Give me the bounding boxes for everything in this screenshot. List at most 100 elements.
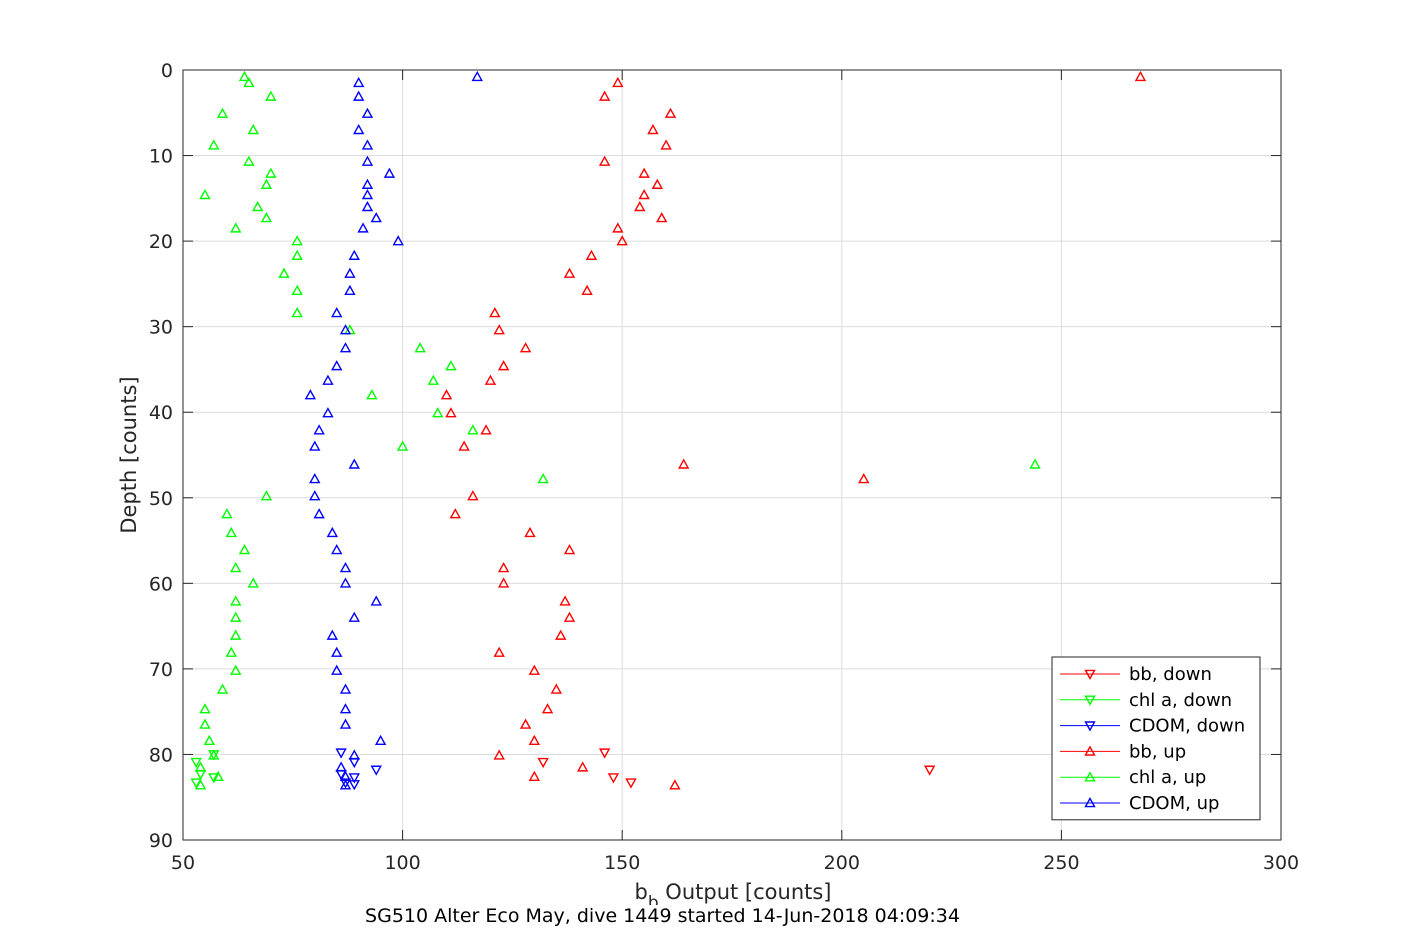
data-point-cdom-up [304,389,317,400]
data-point-bb-up [616,235,628,246]
legend-marker [1084,669,1096,680]
data-point-bb-down [625,778,637,789]
legend-marker [1084,721,1096,732]
data-point-cdom-up [352,90,365,101]
data-point-chl-a-up [291,249,303,260]
data-point-cdom-up [339,703,352,714]
data-point-bb-up [612,222,624,233]
data-point-cdom-up [309,473,321,484]
data-point-cdom-up [331,664,343,675]
x-label-rest: Output [counts] [659,880,832,904]
data-point-chl-a-up [199,188,211,200]
data-point-cdom-up [361,107,374,118]
data-point-chl-a-up [212,770,224,781]
data-point-cdom-up [370,212,382,223]
y-tick-label: 80 [149,744,173,766]
data-point-bb-up [497,561,510,573]
data-point-cdom-up [339,342,352,353]
data-point-bb-up [484,374,497,385]
data-point-cdom-up [352,76,365,88]
data-point-bb-up [598,90,611,101]
data-point-chl-a-up [396,440,409,451]
data-point-bb-down [923,765,936,776]
data-point-cdom-up [309,490,321,501]
data-point-cdom-up [471,70,483,82]
data-point-chl-a-up [238,70,251,82]
data-point-cdom-up [348,458,360,469]
data-point-chl-a-up [278,267,290,278]
data-point-chl-a-up [230,561,242,573]
data-point-chl-a-up [194,779,207,790]
x-tick-label: 200 [824,852,860,874]
data-point-cdom-down [339,778,352,789]
data-point-cdom-up [331,360,343,371]
data-point-cdom-up [326,526,339,538]
x-tick-label: 50 [171,852,195,874]
data-point-chl-a-up [243,155,255,166]
data-point-bb-up [467,490,479,501]
y-tick-label: 60 [149,573,173,595]
data-point-chl-a-up [265,90,277,101]
data-point-chl-a-up [238,544,251,555]
data-point-chl-a-up [221,508,233,519]
data-point-bb-up [598,155,611,166]
data-point-bb-up [563,267,576,278]
data-point-bb-up [576,761,589,772]
data-point-bb-up [528,734,541,746]
data-point-bb-up [445,407,457,418]
y-tick-label: 0 [161,60,173,82]
data-point-bb-up [647,123,659,135]
y-tick-label: 70 [149,659,173,681]
data-point-cdom-up [361,155,374,166]
data-point-bb-up [660,139,672,150]
data-point-bb-up [458,440,470,451]
data-point-cdom-up [361,178,374,189]
data-point-chl-a-down [208,773,220,784]
x-label-subscript: b [648,893,659,905]
data-point-bb-up [497,360,510,371]
data-point-cdom-up [339,324,352,335]
y-axis-label: Depth [counts] [117,376,141,533]
legend-entry-label: bb, down [1129,664,1212,685]
data-point-chl-a-up [1029,458,1041,469]
data-point-cdom-up [339,683,352,694]
data-point-chl-a-up [260,178,273,189]
data-point-bb-up [493,749,505,760]
data-point-bb-up [524,526,536,538]
data-point-chl-a-up [230,629,242,640]
data-point-bb-up [669,779,681,790]
data-point-bb-up [581,284,593,296]
data-point-cdom-up [339,779,352,790]
data-point-bb-up [612,76,624,88]
marks-layer [190,70,1147,791]
data-point-chl-a-up [366,389,378,400]
legend-entry-label: bb, up [1129,741,1186,762]
data-point-bb-up [440,389,453,400]
data-point-bb-up [493,324,505,335]
scatter-chart: 50 100 150 200 250 300 0 10 20 30 40 50 60 70 80 90 bb … [117,60,1299,905]
data-point-bb-up [858,473,870,484]
data-point-cdom-up [361,188,374,200]
data-point-chl-a-up [291,235,303,246]
data-point-chl-a-down [190,778,202,789]
data-point-cdom-up [309,440,321,451]
data-point-chl-a-up [230,664,242,675]
data-point-cdom-up [352,123,365,135]
data-point-cdom-down [335,748,347,759]
data-point-cdom-up [361,200,374,212]
data-point-cdom-up [348,749,360,760]
data-point-cdom-up [357,222,369,233]
data-point-cdom-up [348,249,360,260]
data-point-cdom-up [344,284,356,296]
y-tick-label: 40 [149,402,173,424]
data-point-bb-up [497,577,510,588]
data-point-bb-up [528,770,541,781]
data-point-cdom-up [331,307,343,318]
data-point-bb-down [607,773,620,784]
data-point-bb-up [519,342,532,353]
data-point-cdom-down [370,765,382,776]
y-tick-label: 50 [149,488,173,510]
data-point-cdom-up [326,629,339,640]
data-point-chl-a-up [199,718,211,729]
data-point-bb-up [519,718,532,729]
